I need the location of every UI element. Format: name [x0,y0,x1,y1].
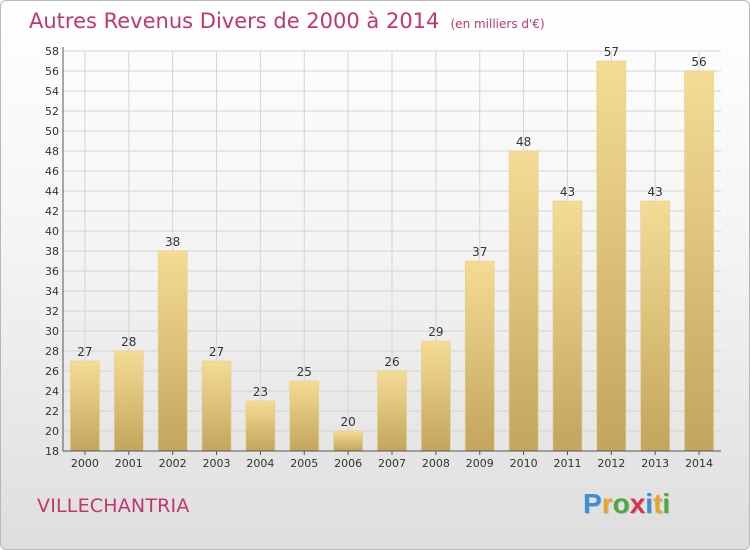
bar [508,150,539,452]
data-label: 25 [297,365,312,379]
bar [421,340,451,452]
bar [552,200,583,452]
bar [114,350,144,452]
data-label: 57 [604,45,619,59]
y-tick-label: 50 [45,125,59,138]
x-tick-label: 2008 [422,457,450,470]
y-tick-label: 38 [45,245,59,258]
y-tick-label: 46 [45,165,59,178]
y-tick-label: 36 [45,265,59,278]
data-label: 43 [560,185,575,199]
y-tick-label: 22 [45,405,59,418]
data-label: 27 [77,345,92,359]
logo-letter: i [662,488,671,519]
bar [70,360,100,452]
y-tick-label: 52 [45,105,59,118]
y-tick-label: 42 [45,205,59,218]
data-label: 56 [691,55,706,69]
y-tick-label: 20 [45,425,59,438]
logo-letter: o [612,488,630,519]
title-block: Autres Revenus Divers de 2000 à 2014 (en… [29,9,545,33]
bar [333,430,363,452]
data-label: 29 [428,325,443,339]
data-label: 38 [165,235,180,249]
y-tick-label: 54 [45,85,59,98]
y-tick-label: 58 [45,45,59,58]
y-tick-label: 48 [45,145,59,158]
y-tick-label: 32 [45,305,59,318]
x-tick-label: 2001 [115,457,143,470]
data-label: 26 [384,355,399,369]
data-label: 27 [209,345,224,359]
logo-letter: P [583,488,602,519]
logo-letter: t [653,488,663,519]
data-label: 20 [340,415,355,429]
data-label: 23 [253,385,268,399]
chart-unit: (en milliers d'€) [450,17,545,31]
y-tick-label: 28 [45,345,59,358]
x-tick-label: 2000 [71,457,99,470]
x-tick-label: 2009 [466,457,494,470]
axes: 18 20 22 24 26 28 30 32 34 36 38 40 42 44 46 48 50 52 54 56… [45,45,721,470]
bar [289,380,320,452]
bar [245,400,276,452]
x-tick-label: 2005 [290,457,318,470]
y-tick-label: 56 [45,65,59,78]
bar [464,260,495,452]
x-tick-label: 2014 [685,457,713,470]
logo-letter: x [629,488,646,519]
x-tick-label: 2011 [553,457,581,470]
y-tick-label: 40 [45,225,59,238]
logo-letter: r [601,488,613,519]
commune-name: VILLECHANTRIA [37,495,190,517]
y-tick-label: 44 [45,185,59,198]
y-tick-label: 34 [45,285,59,298]
bar [596,60,627,452]
chart-title: Autres Revenus Divers de 2000 à 2014 [29,9,440,33]
data-label: 28 [121,335,136,349]
bar [157,250,188,452]
x-tick-label: 2013 [641,457,669,470]
x-tick-label: 2006 [334,457,362,470]
y-tick-label: 18 [45,445,59,458]
y-tick-label: 24 [45,385,59,398]
y-tick-label: 30 [45,325,59,338]
x-tick-label: 2010 [510,457,538,470]
bar [640,200,671,452]
bar [201,360,232,452]
bar [377,370,407,452]
data-label: 37 [472,245,487,259]
bar [684,70,714,452]
proxiti-logo[interactable]: Proxiti [583,488,670,520]
x-tick-label: 2004 [246,457,274,470]
x-tick-label: 2003 [203,457,231,470]
bars: 27 28 38 27 23 25 20 26 29 37 48 43 57 43 56 [70,45,714,452]
logo-letter: i [645,488,654,519]
y-tick-label: 26 [45,365,59,378]
data-label: 48 [516,135,531,149]
x-tick-label: 2007 [378,457,406,470]
data-label: 43 [648,185,663,199]
x-tick-label: 2012 [597,457,625,470]
x-tick-label: 2002 [159,457,187,470]
